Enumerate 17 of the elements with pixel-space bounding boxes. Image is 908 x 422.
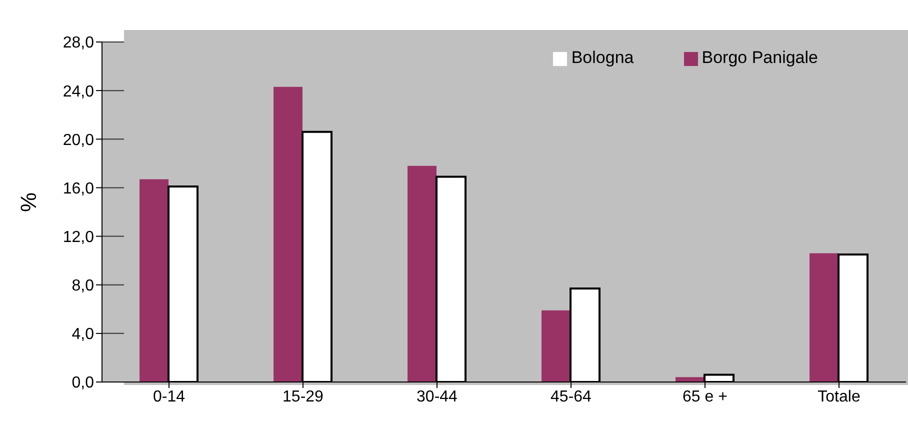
y-tick-label: 20,0: [62, 132, 94, 149]
x-tick-label: Totale: [818, 388, 860, 406]
y-tick-label: 24,0: [62, 83, 94, 100]
y-axis-title: %: [16, 192, 41, 212]
x-tick-label: 30-44: [416, 388, 458, 406]
legend-label: Borgo Panigale: [702, 48, 818, 67]
y-tick-label: 8,0: [72, 278, 94, 295]
x-tick-label: 0-14: [152, 388, 186, 406]
x-tick-label: 45-64: [550, 388, 592, 406]
y-tick-label: 0,0: [72, 374, 94, 392]
x-tick-label: 65 e +: [682, 388, 728, 406]
legend-label: Bologna: [571, 48, 634, 67]
y-tick-label: 4,0: [72, 326, 94, 344]
x-tick-label: 15-29: [282, 388, 324, 406]
y-tick-label: 16,0: [62, 180, 94, 198]
y-tick-label: 12,0: [62, 228, 94, 246]
y-tick-label: 28,0: [62, 34, 94, 52]
